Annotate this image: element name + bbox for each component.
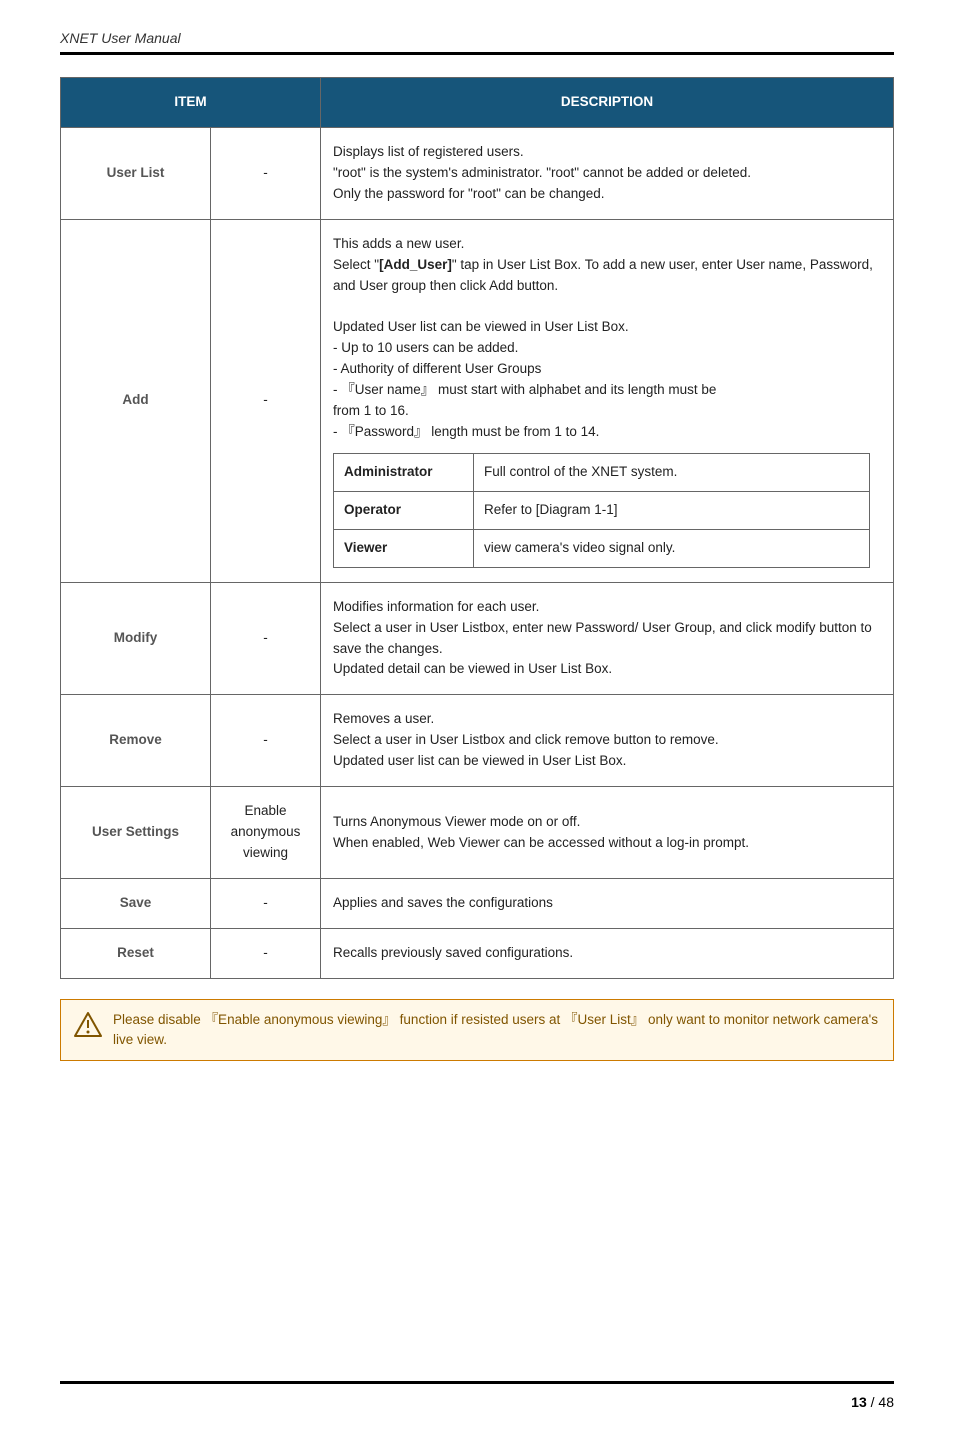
notice-text: Please disable 『Enable anonymous viewing…	[113, 1010, 881, 1051]
text: Please disable	[113, 1012, 205, 1027]
warning-icon	[73, 1010, 103, 1040]
text-bold: [Add_User]	[379, 257, 452, 272]
text: When enabled, Web Viewer can be accessed…	[333, 835, 749, 850]
inner-op-k: Operator	[334, 491, 474, 529]
row-label-userlist: User List	[61, 127, 211, 219]
row-sub-remove: -	[211, 695, 321, 787]
row-label-settings: User Settings	[61, 787, 211, 879]
row-desc-remove: Removes a user. Select a user in User Li…	[321, 695, 894, 787]
text: - Up to 10 users can be added.	[333, 340, 518, 355]
text: Removes a user.	[333, 711, 434, 726]
text: "root" is the system's administrator. "r…	[333, 165, 751, 180]
text: 『Enable anonymous viewing』	[205, 1012, 396, 1027]
inner-table: Administrator Full control of the XNET s…	[333, 453, 870, 568]
row-sub-reset: -	[211, 928, 321, 978]
row-label-modify: Modify	[61, 582, 211, 695]
page-sep: /	[867, 1394, 879, 1410]
col-header-desc: DESCRIPTION	[321, 78, 894, 128]
text: Select a user in User Listbox and click …	[333, 732, 719, 747]
page-footer: 13 / 48	[60, 1384, 894, 1410]
main-table: ITEM DESCRIPTION User List - Displays li…	[60, 77, 894, 979]
inner-view-v: view camera's video signal only.	[474, 529, 870, 567]
row-label-add: Add	[61, 219, 211, 582]
text: Updated user list can be viewed in User …	[333, 753, 626, 768]
text: - 『Password』 length must be from 1 to 14…	[333, 424, 599, 439]
text: Updated detail can be viewed in User Lis…	[333, 661, 612, 676]
text: This adds a new user.	[333, 236, 464, 251]
inner-admin-v: Full control of the XNET system.	[474, 453, 870, 491]
row-sub-settings: Enable anonymous viewing	[211, 787, 321, 879]
row-desc-save: Applies and saves the configurations	[321, 878, 894, 928]
row-desc-userlist: Displays list of registered users. "root…	[321, 127, 894, 219]
text: from 1 to 16.	[333, 403, 409, 418]
row-label-remove: Remove	[61, 695, 211, 787]
page-total: 48	[878, 1394, 894, 1410]
inner-op-v: Refer to [Diagram 1-1]	[474, 491, 870, 529]
header-rule	[60, 52, 894, 55]
text: Select a user in User Listbox, enter new…	[333, 620, 872, 656]
text: Modifies information for each user.	[333, 599, 539, 614]
row-sub-save: -	[211, 878, 321, 928]
row-sub-modify: -	[211, 582, 321, 695]
text: Turns Anonymous Viewer mode on or off.	[333, 814, 580, 829]
inner-view-k: Viewer	[334, 529, 474, 567]
doc-title: XNET User Manual	[60, 30, 894, 46]
row-desc-modify: Modifies information for each user. Sele…	[321, 582, 894, 695]
col-header-item: ITEM	[61, 78, 321, 128]
text: - 『User name』 must start with alphabet a…	[333, 382, 716, 397]
row-sub-add: -	[211, 219, 321, 582]
row-label-save: Save	[61, 878, 211, 928]
row-label-reset: Reset	[61, 928, 211, 978]
page-current: 13	[851, 1394, 867, 1410]
text: Updated User list can be viewed in User …	[333, 319, 629, 334]
inner-admin-k: Administrator	[334, 453, 474, 491]
row-desc-reset: Recalls previously saved configurations.	[321, 928, 894, 978]
text: Displays list of registered users.	[333, 144, 524, 159]
text: 『User List』	[564, 1012, 644, 1027]
row-desc-settings: Turns Anonymous Viewer mode on or off. W…	[321, 787, 894, 879]
notice-box: Please disable 『Enable anonymous viewing…	[60, 999, 894, 1062]
text: function if resisted users at	[396, 1012, 564, 1027]
text: Only the password for "root" can be chan…	[333, 186, 605, 201]
row-sub-userlist: -	[211, 127, 321, 219]
row-desc-add: This adds a new user. Select "[Add_User]…	[321, 219, 894, 582]
text: - Authority of different User Groups	[333, 361, 541, 376]
text: Select "	[333, 257, 379, 272]
